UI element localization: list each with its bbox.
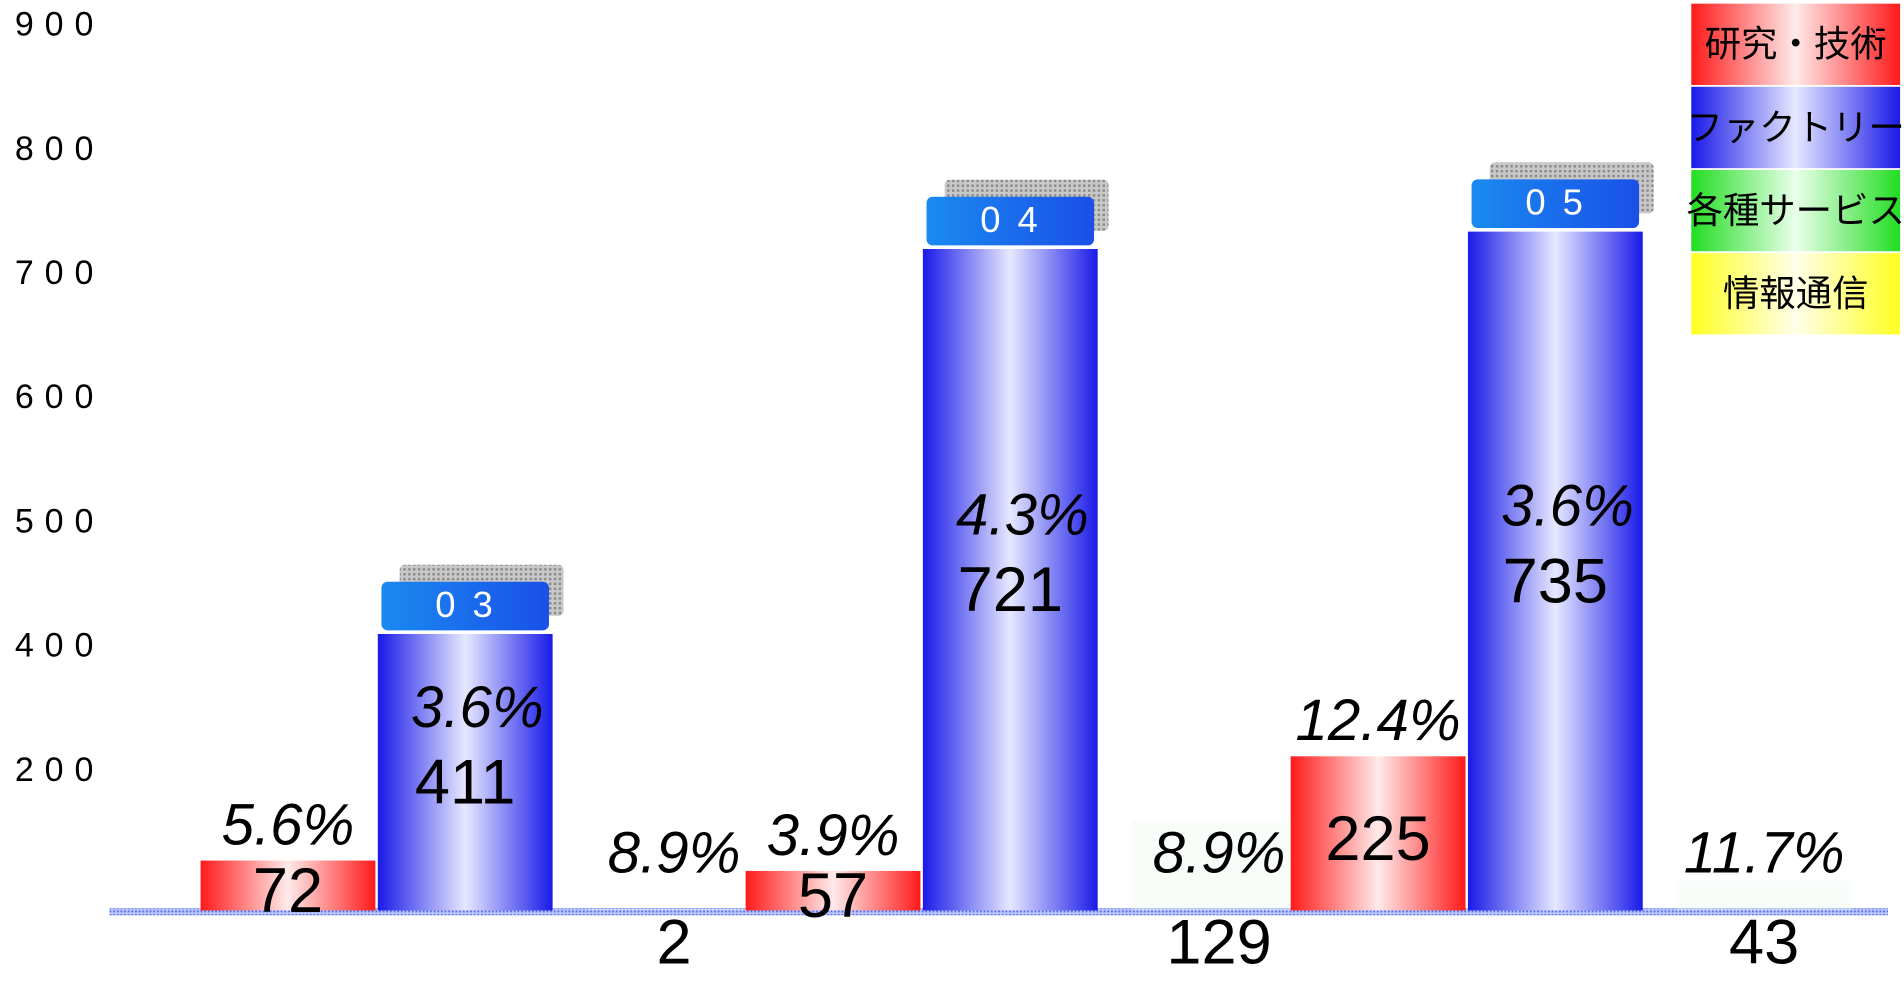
- y-tick-label: 700: [15, 254, 104, 292]
- bar: [1467, 231, 1643, 911]
- value-label: 721: [958, 555, 1063, 625]
- bar: [1131, 821, 1307, 911]
- y-tick-label: 400: [15, 627, 104, 665]
- bar: [1290, 756, 1466, 911]
- bar: [586, 909, 762, 911]
- x-tick-label: 03: [435, 584, 510, 625]
- legend-label: 各種サービス: [1686, 189, 1904, 232]
- value-label: 225: [1325, 804, 1430, 874]
- value-label: 57: [798, 861, 868, 931]
- legend-label: ファクトリー: [1686, 106, 1904, 149]
- rate-label: 8.9%: [1153, 820, 1286, 885]
- rate-label: 4.3%: [956, 482, 1089, 547]
- y-tick-label: 600: [15, 378, 104, 416]
- y-tick-label: 500: [15, 502, 104, 540]
- rate-label: 5.6%: [222, 792, 355, 857]
- rate-label: 12.4%: [1296, 688, 1461, 753]
- bar: [377, 633, 553, 911]
- rate-label: 3.6%: [1501, 474, 1634, 539]
- value-label: 43: [1729, 908, 1799, 978]
- baseline: [109, 908, 1888, 916]
- value-label: 735: [1503, 546, 1608, 616]
- category-tab: [381, 581, 549, 631]
- bar: [745, 870, 921, 911]
- y-tick-label: 200: [15, 751, 104, 789]
- value-label: 411: [415, 747, 516, 817]
- category-tab: [926, 196, 1095, 246]
- x-tick-label: 05: [1525, 182, 1600, 223]
- legend-swatch: [1691, 253, 1901, 335]
- bar: [922, 248, 1098, 911]
- rate-label: 3.6%: [411, 675, 544, 740]
- y-tick-label: 900: [15, 6, 104, 44]
- rate-label: 11.7%: [1684, 820, 1845, 885]
- x-tick-label: 04: [980, 199, 1055, 240]
- bar: [1676, 880, 1852, 911]
- y-tick-label: 800: [15, 130, 104, 168]
- value-label: 72: [253, 856, 323, 926]
- bar: [200, 860, 376, 911]
- legend-label: 情報通信: [1723, 272, 1869, 315]
- value-label: 129: [1166, 908, 1271, 978]
- legend-swatch: [1691, 169, 1901, 252]
- value-label: 2: [656, 908, 691, 978]
- legend-swatch: [1691, 3, 1901, 85]
- legend-label: 研究・技術: [1705, 23, 1887, 66]
- rate-label: 3.9%: [767, 803, 900, 868]
- category-tab: [1471, 179, 1640, 228]
- rate-label: 8.9%: [608, 820, 741, 885]
- legend-swatch: [1691, 86, 1901, 169]
